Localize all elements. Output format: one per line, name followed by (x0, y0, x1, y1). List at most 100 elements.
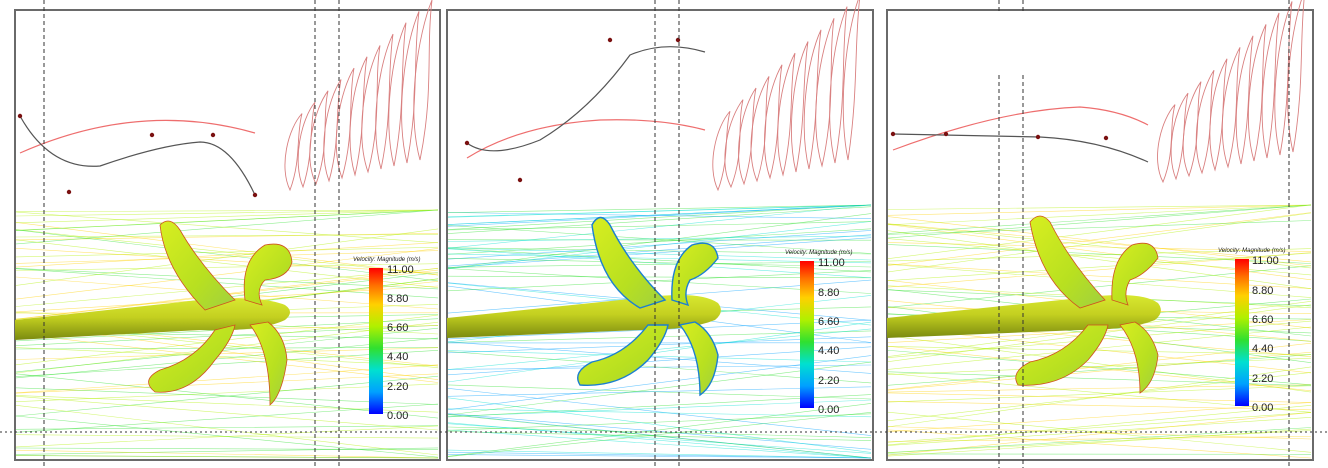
streamline (447, 204, 872, 218)
streamline (15, 434, 439, 439)
streamline (447, 204, 872, 230)
streamline (887, 212, 1312, 266)
propeller-blade (243, 243, 293, 306)
blade-section-loop (284, 113, 303, 192)
propeller-blade (671, 242, 719, 307)
streamline (15, 373, 439, 394)
streamline (447, 230, 872, 260)
legend-tick: 2.20 (387, 381, 408, 393)
streamline (15, 347, 439, 367)
propeller-blade (148, 324, 236, 393)
control-point (943, 131, 949, 137)
streamline (887, 417, 1312, 446)
streamline (15, 209, 439, 217)
panel-right: Velocity: Magnitude (m/s) 11.00 8.80 6.6… (886, 0, 1314, 461)
streamline (15, 263, 439, 271)
legend-tick: 0.00 (1252, 402, 1273, 414)
streamline (447, 397, 872, 453)
blade-section-loop (829, 6, 848, 164)
blade-section-loop (777, 52, 796, 177)
streamline (447, 408, 872, 418)
streamline (887, 428, 1312, 457)
blade-section-loop (1209, 58, 1228, 172)
streamline (15, 209, 439, 245)
legend-title: Velocity: Magnitude (m/s) (785, 250, 852, 256)
streamline (15, 447, 439, 451)
color-legend: Velocity: Magnitude (m/s) 11.00 8.80 6.6… (353, 257, 420, 422)
streamline (887, 216, 1312, 267)
streamline (447, 237, 872, 268)
streamline (15, 268, 439, 290)
legend-tick: 6.60 (1252, 314, 1273, 326)
legend-tick: 8.80 (1252, 285, 1273, 297)
thickness-curve (19, 119, 256, 154)
streamline (15, 242, 439, 268)
blade-section-loop (791, 41, 809, 173)
legend-tick: 4.40 (1252, 343, 1273, 355)
legend-title: Velocity: Magnitude (m/s) (1218, 248, 1285, 254)
control-point (210, 132, 216, 138)
streamline (447, 225, 872, 254)
streamline (447, 449, 872, 459)
control-point (607, 37, 613, 43)
streamline (15, 425, 439, 430)
streamline (887, 204, 1312, 234)
control-point (66, 189, 72, 195)
streamline (447, 206, 872, 234)
streamline (447, 451, 872, 459)
blade-section-loop (764, 64, 783, 180)
streamline (447, 204, 872, 249)
streamline (15, 268, 439, 307)
blade-section-loop (413, 0, 433, 161)
propeller (447, 216, 721, 397)
control-point (675, 37, 681, 43)
legend-tick: 11.00 (818, 257, 845, 269)
blade-section-loop (1195, 69, 1215, 175)
streamline (887, 212, 1312, 273)
propeller-blade (1111, 242, 1159, 306)
streamline (15, 405, 439, 456)
streamline (15, 337, 439, 379)
streamline (887, 204, 1312, 259)
streamline (447, 235, 872, 242)
colorbar (800, 261, 814, 408)
streamline (887, 411, 1312, 453)
legend-tick: 11.00 (387, 264, 414, 276)
blade-section-loop (297, 101, 316, 189)
streamline (887, 242, 1312, 252)
legend-tick: 0.00 (387, 410, 408, 422)
blade-section-loop (375, 33, 394, 170)
legend-tick: 11.00 (1252, 255, 1279, 267)
streamline (447, 247, 872, 261)
streamline (15, 347, 439, 360)
streamline (447, 247, 872, 255)
control-point (252, 192, 258, 198)
blade-sections (284, 0, 433, 192)
streamline (15, 327, 439, 373)
streamline (887, 248, 1312, 262)
blade-section-loop (1274, 1, 1293, 156)
streamline (15, 209, 439, 212)
propeller (15, 220, 293, 406)
propeller-blade (1119, 321, 1159, 394)
profile-curves (464, 37, 706, 183)
streamline (15, 383, 439, 402)
legend-tick: 6.60 (387, 322, 408, 334)
streamline (15, 228, 439, 286)
control-point (517, 177, 523, 183)
streamline (887, 204, 1312, 210)
streamline (447, 413, 872, 431)
propeller-blade (678, 321, 719, 397)
streamline (15, 268, 439, 299)
blade-section-loop (1157, 104, 1176, 184)
profile-curves (890, 106, 1149, 163)
streamline (15, 449, 439, 459)
blade-section-loop (1170, 92, 1189, 181)
propeller-blade (159, 220, 236, 311)
streamline (447, 431, 872, 441)
streamline (447, 212, 872, 219)
control-point (149, 132, 155, 138)
streamline (15, 211, 439, 244)
